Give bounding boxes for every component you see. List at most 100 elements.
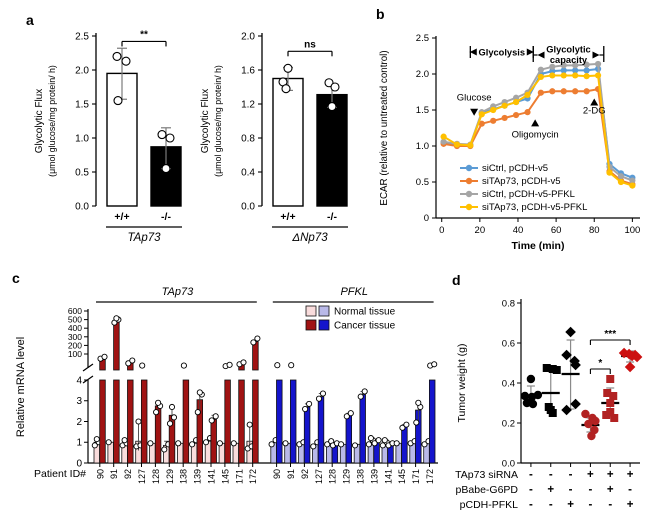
y-tick-label: 600 [68,306,82,316]
data-point [180,362,187,369]
arrow-up-icon [531,119,540,127]
bar--/- [316,93,348,207]
data-point [583,73,590,80]
condition-value: + [607,469,614,481]
patient-id-label: 171 [411,469,421,484]
data-point [606,169,613,176]
data-point [415,399,422,406]
x-tick-label: 60 [551,225,562,236]
patient-id-label: 172 [248,469,258,484]
cancer-bar [303,406,311,464]
data-point [629,182,636,189]
y-tick-label: 0.6 [502,338,515,349]
data-point [572,88,579,95]
y-tick-label: 0.4 [241,168,255,179]
x-axis-title: Time (min) [512,240,565,252]
series-4 [440,72,636,189]
cancer-bar [345,414,352,464]
y-tick-label: 1.5 [416,105,429,116]
patient-id-label: 129 [165,469,175,484]
chart-a2-glycolytic-flux-dnp73: 0.0 0.4 0.8 1.2 1.6 2.0 Glycolytic Flux (μmol g… [200,32,348,244]
glucose-annotation: Glucose [457,93,492,116]
cancer-bar-upper [252,341,259,371]
data-point [324,78,334,88]
data-point [230,440,237,447]
cancer-bar-truncated [238,379,245,464]
condition-value: + [587,469,594,481]
patient-id-label: 92 [300,469,310,479]
y-tick-label: 1.2 [241,100,255,111]
y-tick-label: 1.0 [75,134,89,145]
data-point [121,56,131,66]
data-point [561,349,572,361]
legend-label: siTAp73, pCDH-v5 [482,176,561,187]
legend-swatch [318,305,330,317]
data-point [501,102,508,109]
data-point [524,91,531,98]
legend-swatch [318,319,330,331]
scatter-group-2 [541,364,561,417]
cancer-bar-truncated [276,379,283,464]
data-point [381,437,388,444]
data-point [194,409,201,416]
data-point [560,67,567,74]
data-point [572,72,579,79]
x-tick-label: 40 [513,225,524,236]
data-point [421,441,428,448]
condition-value: - [628,484,632,496]
data-point [583,67,590,74]
data-point [240,359,247,366]
data-point [113,315,120,322]
cancer-bar-truncated [127,379,134,464]
y-tick-label: 200 [68,340,82,350]
condition-value: - [569,469,573,481]
data-point [155,399,162,406]
data-point [170,414,178,421]
cancer-bar-truncated [140,379,148,464]
data-point [93,436,100,443]
data-point [288,362,295,369]
scatter-group-3 [561,326,581,416]
dg-label: 2-DG [583,106,606,117]
data-point [208,417,215,424]
data-point [375,437,382,444]
data-point [254,335,261,342]
data-point [393,440,400,447]
patient-id-label: 141 [383,469,393,484]
y-tick-label: 1.6 [241,66,255,77]
data-point [603,389,612,397]
y-tick-label: 1 [76,438,82,449]
data-point [212,413,219,420]
data-point [357,393,364,400]
data-point [330,82,340,92]
data-point [268,441,275,448]
y-tick-label: 300 [68,332,82,342]
legend-swatch [305,305,317,317]
data-point [327,102,337,112]
x-tick-label: 100 [624,225,640,236]
data-point [583,88,590,95]
sig-label: *** [604,329,616,340]
data-point [606,399,615,407]
condition-value: - [569,484,573,496]
data-point [315,395,323,402]
data-point [524,109,531,116]
gene-group-PFKL [268,361,438,464]
patient-id-label: 139 [193,469,203,484]
y-tick-label: 4 [76,375,82,386]
dg-annotation: 2-DG [583,98,606,117]
group-header-label: TAp73 [162,286,194,298]
data-point [283,63,293,73]
patient-id-label: 127 [314,469,324,484]
data-point [324,441,331,448]
data-point [528,399,538,409]
panel-a-label: a [26,12,34,28]
legend-swatch [305,319,317,331]
arrow-left-icon [469,48,477,56]
data-point [274,362,281,369]
data-point [121,437,128,444]
data-point [165,133,175,143]
